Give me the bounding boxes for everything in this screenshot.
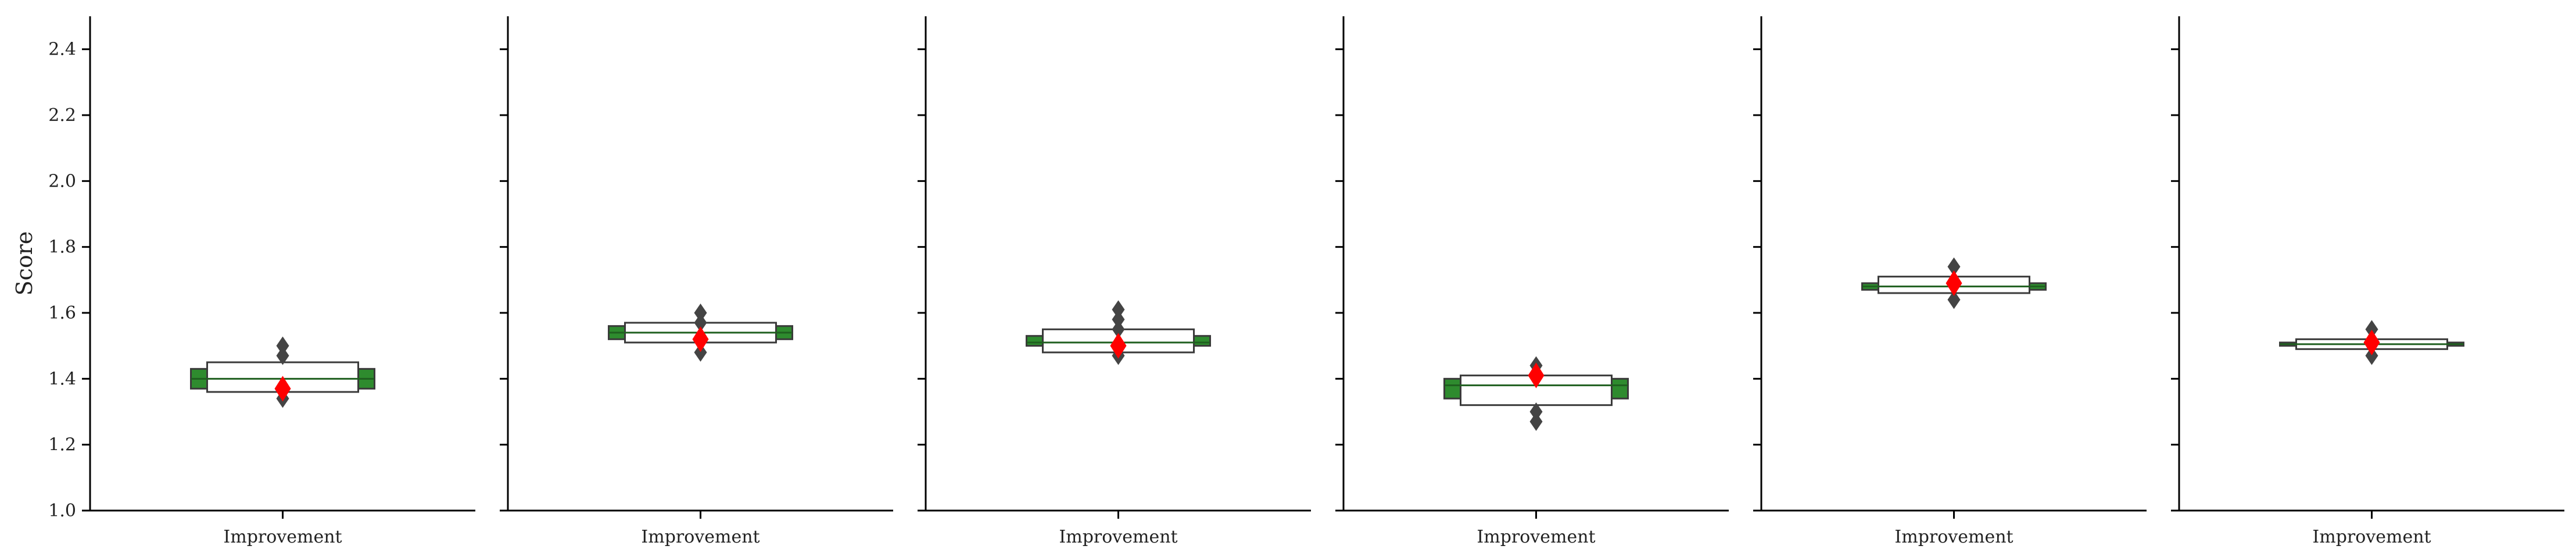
x-tick-label: Improvement	[641, 527, 759, 547]
y-tick-label: 1.8	[48, 237, 76, 258]
outlier-point	[1112, 320, 1125, 339]
mean-marker	[2363, 330, 2380, 355]
outlier-point	[694, 313, 707, 332]
mean-marker	[1946, 270, 1962, 296]
outlier-point	[1947, 290, 1961, 309]
y-axis-label: Score	[12, 231, 37, 296]
outlier-point	[1947, 257, 1961, 276]
x-tick-label: Improvement	[1477, 527, 1595, 547]
mean-marker	[1528, 362, 1545, 388]
outlier-point	[1529, 402, 1543, 421]
x-tick-label: Improvement	[2312, 527, 2431, 547]
mean-marker	[274, 376, 291, 402]
outlier-point	[1529, 412, 1543, 431]
y-tick-label: 2.4	[48, 40, 76, 60]
x-tick-label: Improvement	[223, 527, 342, 547]
outlier-point	[1112, 300, 1125, 319]
outlier-point	[694, 304, 707, 322]
y-tick-label: 1.2	[48, 435, 76, 455]
outlier-point	[276, 336, 289, 355]
x-tick-label: Improvement	[1894, 527, 2013, 547]
y-tick-label: 1.0	[48, 501, 76, 521]
outlier-point	[694, 343, 707, 362]
outlier-point	[276, 346, 289, 365]
y-tick-label: 1.6	[48, 303, 76, 323]
outlier-point	[1112, 310, 1125, 329]
x-tick-label: Improvement	[1059, 527, 1177, 547]
y-tick-label: 1.4	[48, 369, 76, 389]
y-tick-label: 2.2	[48, 105, 76, 126]
mean-marker	[1110, 333, 1127, 359]
outlier-point	[2365, 320, 2378, 339]
outlier-point	[2365, 346, 2378, 365]
mean-marker	[692, 326, 709, 352]
y-tick-label: 2.0	[48, 171, 76, 191]
